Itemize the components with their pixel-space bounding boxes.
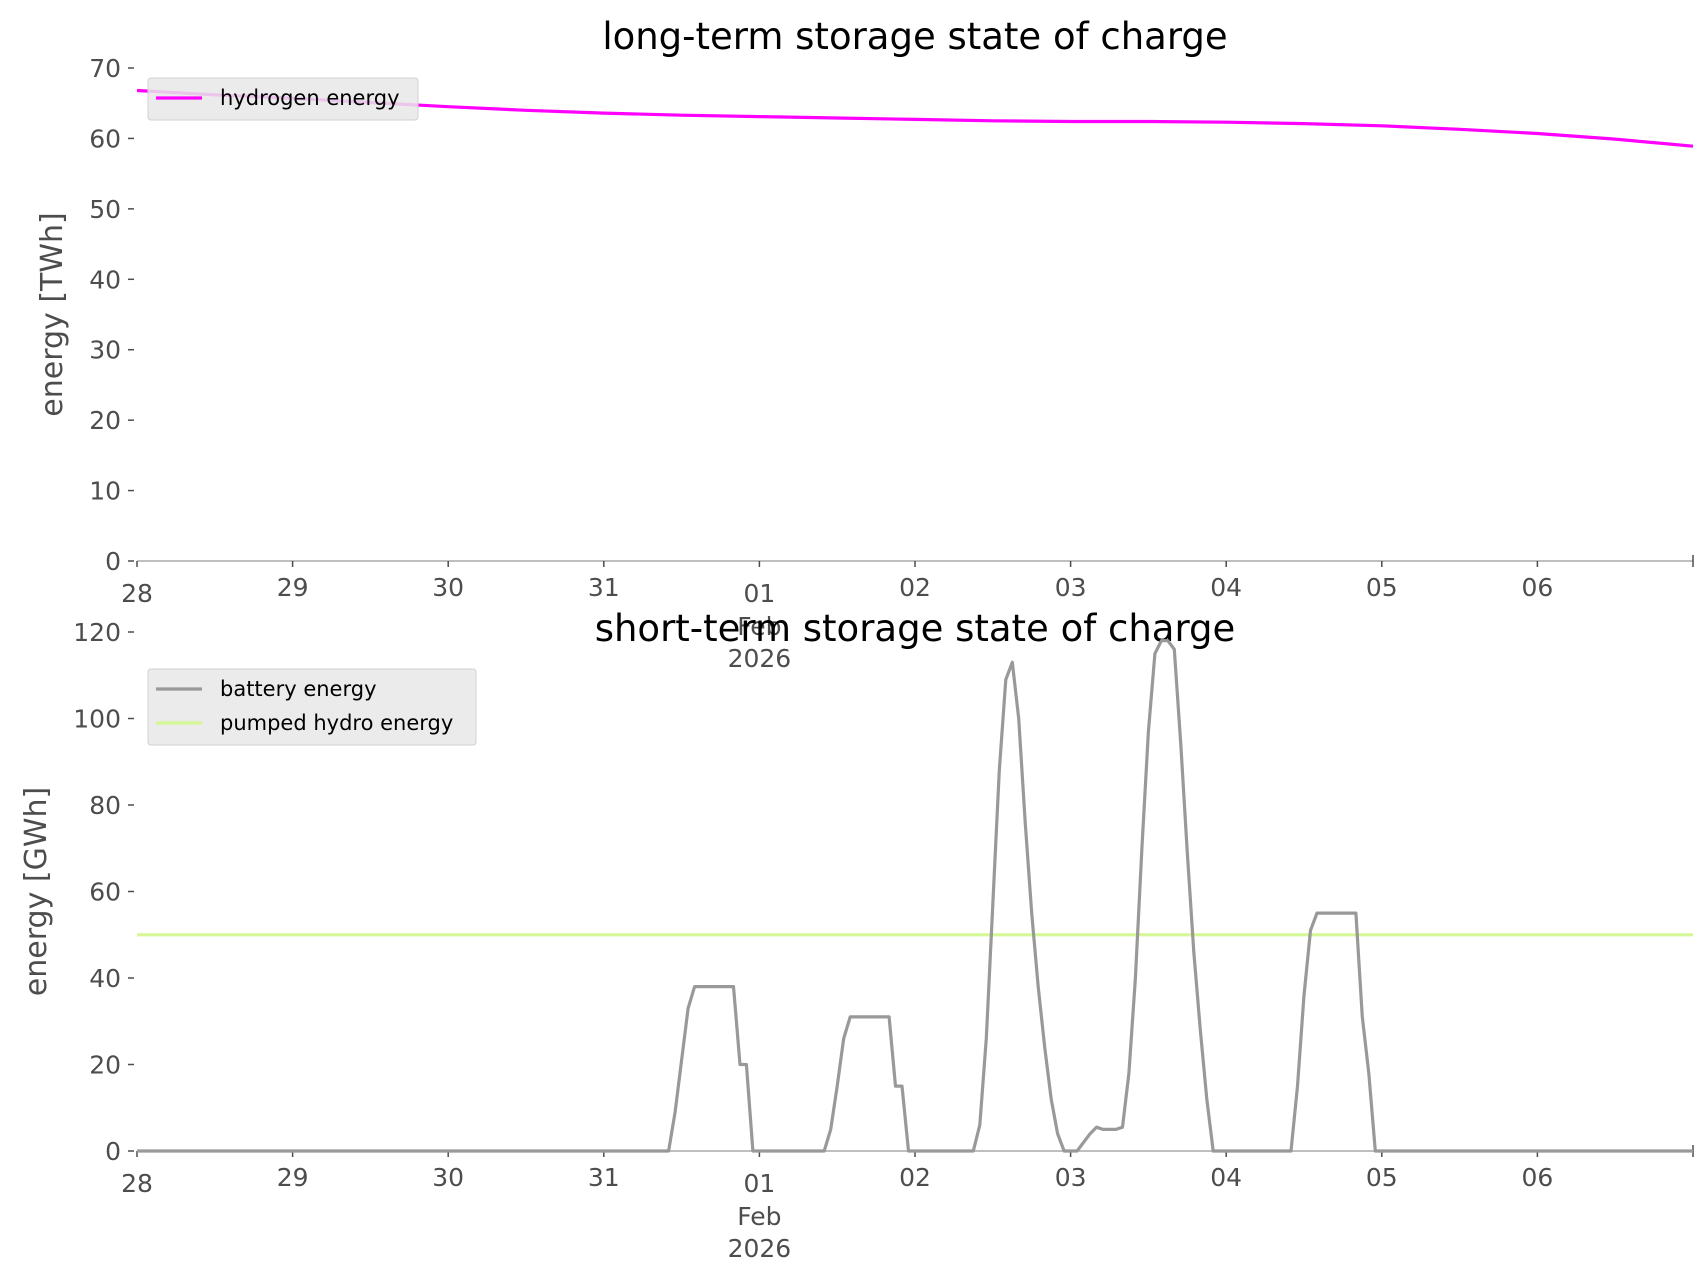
legend: battery energy pumped hydro energy bbox=[147, 668, 477, 746]
x-tick-sublabel-year: 2026 bbox=[728, 1234, 792, 1263]
y-axis-label: energy [GWh] bbox=[19, 787, 54, 996]
x-tick-label: 31 bbox=[588, 573, 620, 602]
x-tick-label: 29 bbox=[277, 1163, 309, 1192]
y-axis-label: energy [TWh] bbox=[35, 212, 70, 416]
x-tick-label: 05 bbox=[1366, 1163, 1398, 1192]
y-tick-label: 60 bbox=[89, 124, 121, 153]
x-tick-label: 02 bbox=[899, 1163, 931, 1192]
y-tick-label: 20 bbox=[89, 1051, 121, 1080]
x-tick-label: 06 bbox=[1521, 573, 1553, 602]
x-tick-label: 01 bbox=[743, 579, 775, 608]
y-tick-label: 20 bbox=[89, 406, 121, 435]
x-tick-label: 30 bbox=[432, 573, 464, 602]
x-tick-label: 31 bbox=[588, 1163, 620, 1192]
legend-label: hydrogen energy bbox=[220, 86, 400, 110]
y-tick-label: 30 bbox=[89, 336, 121, 365]
y-tick-label: 40 bbox=[89, 964, 121, 993]
x-tick-label: 05 bbox=[1366, 573, 1398, 602]
x-tick-label: 30 bbox=[432, 1163, 464, 1192]
y-tick-label: 0 bbox=[105, 547, 121, 576]
y-tick-label: 0 bbox=[105, 1137, 121, 1166]
chart-panel-1: long-term storage state of charge energy … bbox=[35, 15, 1694, 673]
y-tick-label: 10 bbox=[89, 477, 121, 506]
x-tick-sublabel-year: 2026 bbox=[728, 644, 792, 673]
series-group bbox=[137, 639, 1693, 1153]
legend-label: battery energy bbox=[220, 677, 377, 701]
y-tick-label: 60 bbox=[89, 878, 121, 907]
y-tick-label: 70 bbox=[89, 54, 121, 83]
y-tick-label: 80 bbox=[89, 791, 121, 820]
x-tick-label: 03 bbox=[1055, 573, 1087, 602]
chart-title: short-term storage state of charge bbox=[595, 607, 1236, 650]
y-tick-label: 120 bbox=[73, 618, 121, 647]
legend-box bbox=[147, 77, 419, 121]
x-tick-label: 28 bbox=[121, 1169, 153, 1198]
x-tick-label: 02 bbox=[899, 573, 931, 602]
x-tick-label: 04 bbox=[1210, 573, 1242, 602]
legend-box bbox=[147, 668, 477, 746]
x-tick-label: 01 bbox=[743, 1169, 775, 1198]
y-tick-label: 100 bbox=[73, 705, 121, 734]
y-tick-label: 40 bbox=[89, 265, 121, 294]
battery-energy-line bbox=[137, 639, 1693, 1153]
x-tick-label: 28 bbox=[121, 579, 153, 608]
x-tick-label: 29 bbox=[277, 573, 309, 602]
x-tick-sublabel-month: Feb bbox=[737, 1202, 781, 1231]
y-tick-label: 50 bbox=[89, 195, 121, 224]
legend-label: pumped hydro energy bbox=[220, 711, 453, 735]
x-tick-label: 03 bbox=[1055, 1163, 1087, 1192]
x-tick-sublabel-month: Feb bbox=[737, 612, 781, 641]
x-tick-label: 04 bbox=[1210, 1163, 1242, 1192]
chart-title: long-term storage state of charge bbox=[602, 15, 1227, 58]
x-tick-label: 06 bbox=[1521, 1163, 1553, 1192]
chart-panel-2: short-term storage state of charge energy… bbox=[19, 607, 1694, 1263]
legend: hydrogen energy bbox=[147, 77, 419, 121]
